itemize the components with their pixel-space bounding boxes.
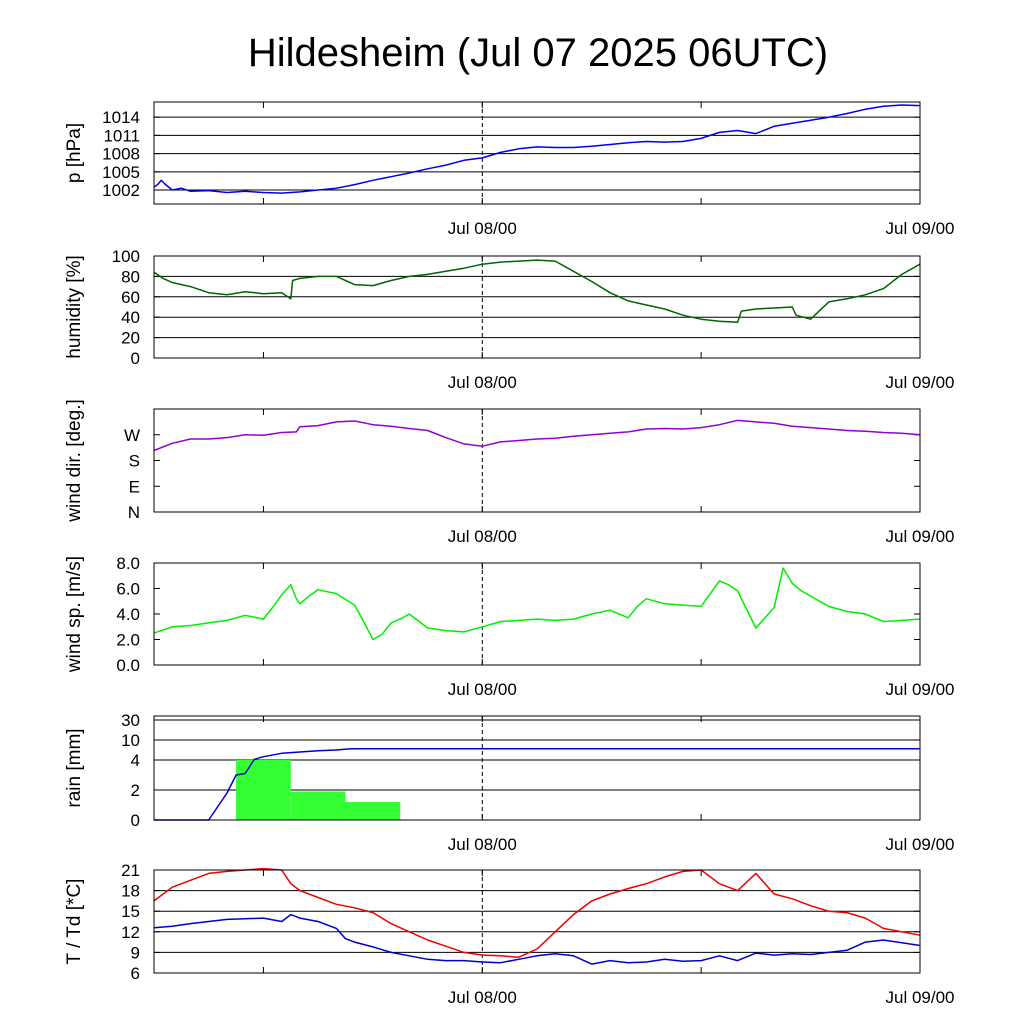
pressure-y-tick-label: 1008: [102, 145, 140, 164]
humidity-x-label: Jul 09/00: [886, 373, 955, 392]
wind_dir-line: [153, 419, 921, 452]
temperature-y-tick-label: 21: [121, 861, 140, 880]
wind-direction-y-tick-label: W: [124, 426, 140, 445]
wind-direction-x-label: Jul 08/00: [448, 527, 517, 546]
wind-speed-axis-label: wind sp. [m/s]: [64, 556, 85, 673]
rain-accumulation-line: [154, 747, 920, 821]
temperature-axis-label: T / Td [*C]: [64, 879, 85, 965]
pressure-y-tick-label: 1002: [102, 181, 140, 200]
rain-bar: [345, 802, 401, 820]
humidity-y-tick-label: 0: [131, 349, 140, 368]
temperature-y-tick-label: 18: [121, 882, 140, 901]
wind-speed-y-tick-label: 4.0: [116, 605, 140, 624]
pressure-y-tick-label: 1005: [102, 163, 140, 182]
pressure-y-tick-label: 1014: [102, 108, 140, 127]
humidity-axis-label: humidity [%]: [64, 255, 85, 358]
wind-speed-y-tick-label: 8.0: [116, 554, 140, 573]
wind-direction-y-tick-label: N: [128, 503, 140, 522]
rain-x-label: Jul 09/00: [886, 835, 955, 854]
wind-speed-panel: 0.0 2.0 4.0 6.0 8.0 wind sp. [m/s] Jul 08/00 Ju…: [64, 554, 955, 699]
pressure-x-label: Jul 09/00: [886, 219, 955, 238]
wind-speed-y-tick-label: 0.0: [116, 656, 140, 675]
wind-speed-frame: [153, 562, 921, 666]
rain-x-label: Jul 08/00: [448, 835, 517, 854]
humidity-y-tick-label: 20: [121, 329, 140, 348]
humidity-y-tick-label: 40: [121, 308, 140, 327]
temperature-y-tick-label: 9: [131, 943, 140, 962]
humidity-y-tick-label: 80: [121, 267, 140, 286]
wind_speed-line: [153, 567, 921, 641]
humidity-y-tick-label: 100: [112, 247, 140, 266]
temperature-y-tick-label: 6: [131, 964, 140, 983]
rain-bar: [236, 760, 291, 820]
rain-axis-label: rain [mm]: [64, 728, 85, 807]
temperature-frame: [153, 869, 921, 974]
pressure-x-label: Jul 08/00: [448, 219, 517, 238]
rain-y-tick-label: 2: [131, 781, 140, 800]
temperature-y-tick-label: 15: [121, 902, 140, 921]
temperature-y-tick-label: 12: [121, 923, 140, 942]
chart-title: Hildesheim (Jul 07 2025 06UTC): [248, 31, 828, 75]
humidity-x-label: Jul 08/00: [448, 373, 517, 392]
temperature-x-label: Jul 09/00: [886, 988, 955, 1007]
pressure-y-tick-label: 1011: [103, 126, 140, 145]
wind-speed-x-label: Jul 09/00: [886, 680, 955, 699]
humidity-line: [153, 259, 921, 324]
wind-speed-y-tick-label: 6.0: [116, 580, 140, 599]
rain-y-tick-label: 30: [121, 711, 140, 730]
wind-direction-y-tick-label: E: [129, 477, 140, 496]
pressure-frame: [153, 101, 921, 205]
temperature-x-label: Jul 08/00: [448, 988, 517, 1007]
wind-direction-x-label: Jul 09/00: [886, 527, 955, 546]
rain-y-tick-label: 0: [131, 811, 140, 830]
wind-direction-frame: [153, 408, 921, 513]
humidity-y-tick-label: 60: [121, 288, 140, 307]
wind-direction-axis-label: wind dir. [deg.]: [64, 399, 85, 523]
rain-bar: [290, 791, 346, 820]
pressure-line: [153, 104, 921, 194]
dewpoint-line: [153, 913, 921, 965]
rain-y-tick-label: 4: [131, 751, 140, 770]
wind-speed-y-tick-label: 2.0: [116, 631, 140, 650]
rain-y-tick-label: 10: [121, 731, 140, 750]
rain-frame: [153, 715, 921, 821]
temperature-line: [153, 867, 921, 958]
wind-speed-x-label: Jul 08/00: [448, 680, 517, 699]
wind-direction-y-tick-label: S: [129, 452, 140, 471]
pressure-axis-label: p [hPa]: [64, 123, 85, 183]
humidity-frame: [153, 255, 921, 359]
